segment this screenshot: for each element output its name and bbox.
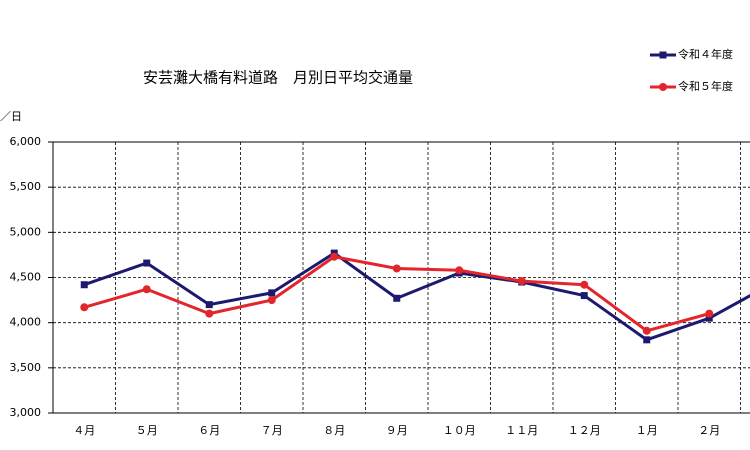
y-tick-label: 3,000 [10, 406, 42, 419]
point [393, 294, 401, 302]
point [205, 309, 214, 318]
point [142, 285, 151, 294]
point [705, 309, 714, 318]
point [517, 277, 526, 286]
point [580, 292, 588, 300]
point [143, 259, 151, 267]
x-tick-label: １２月 [568, 424, 601, 437]
y-axis-label: ／日 [0, 110, 22, 123]
x-tick-label: ７月 [261, 424, 283, 437]
y-tick-label: 4,500 [10, 271, 42, 284]
x-tick-label: １１月 [505, 424, 538, 437]
x-tick-label: ９月 [386, 424, 408, 437]
y-tick-label: 5,000 [10, 225, 42, 238]
x-tick-label: ４月 [73, 424, 95, 437]
x-tick-label: １０月 [443, 424, 476, 437]
y-tick-label: 3,500 [10, 361, 42, 374]
y-tick-label: 4,000 [10, 316, 42, 329]
y-tick-label: 6,000 [10, 135, 42, 148]
point [705, 314, 713, 322]
point [330, 252, 339, 261]
x-tick-label: ８月 [323, 424, 345, 437]
x-tick-label: ６月 [198, 424, 220, 437]
series-line [83, 251, 750, 342]
point [80, 281, 88, 289]
point [268, 289, 276, 297]
chart-title: 安芸灘大橋有料道路 月別日平均交通量 [143, 69, 413, 87]
point [205, 301, 213, 309]
legend-label: 令和４年度 [678, 47, 733, 61]
x-tick-label: ２月 [698, 424, 720, 437]
point [392, 264, 401, 273]
y-tick-label: 5,500 [10, 180, 42, 193]
point [642, 326, 651, 335]
x-tick-label: ５月 [136, 424, 158, 437]
legend-marker [659, 83, 667, 91]
point [267, 296, 276, 305]
point [455, 266, 464, 275]
x-tick-label: １月 [636, 424, 658, 437]
point [80, 303, 89, 312]
legend-label: 令和５年度 [678, 79, 733, 93]
legend-marker [659, 51, 667, 59]
point [580, 280, 589, 289]
point [643, 336, 651, 344]
